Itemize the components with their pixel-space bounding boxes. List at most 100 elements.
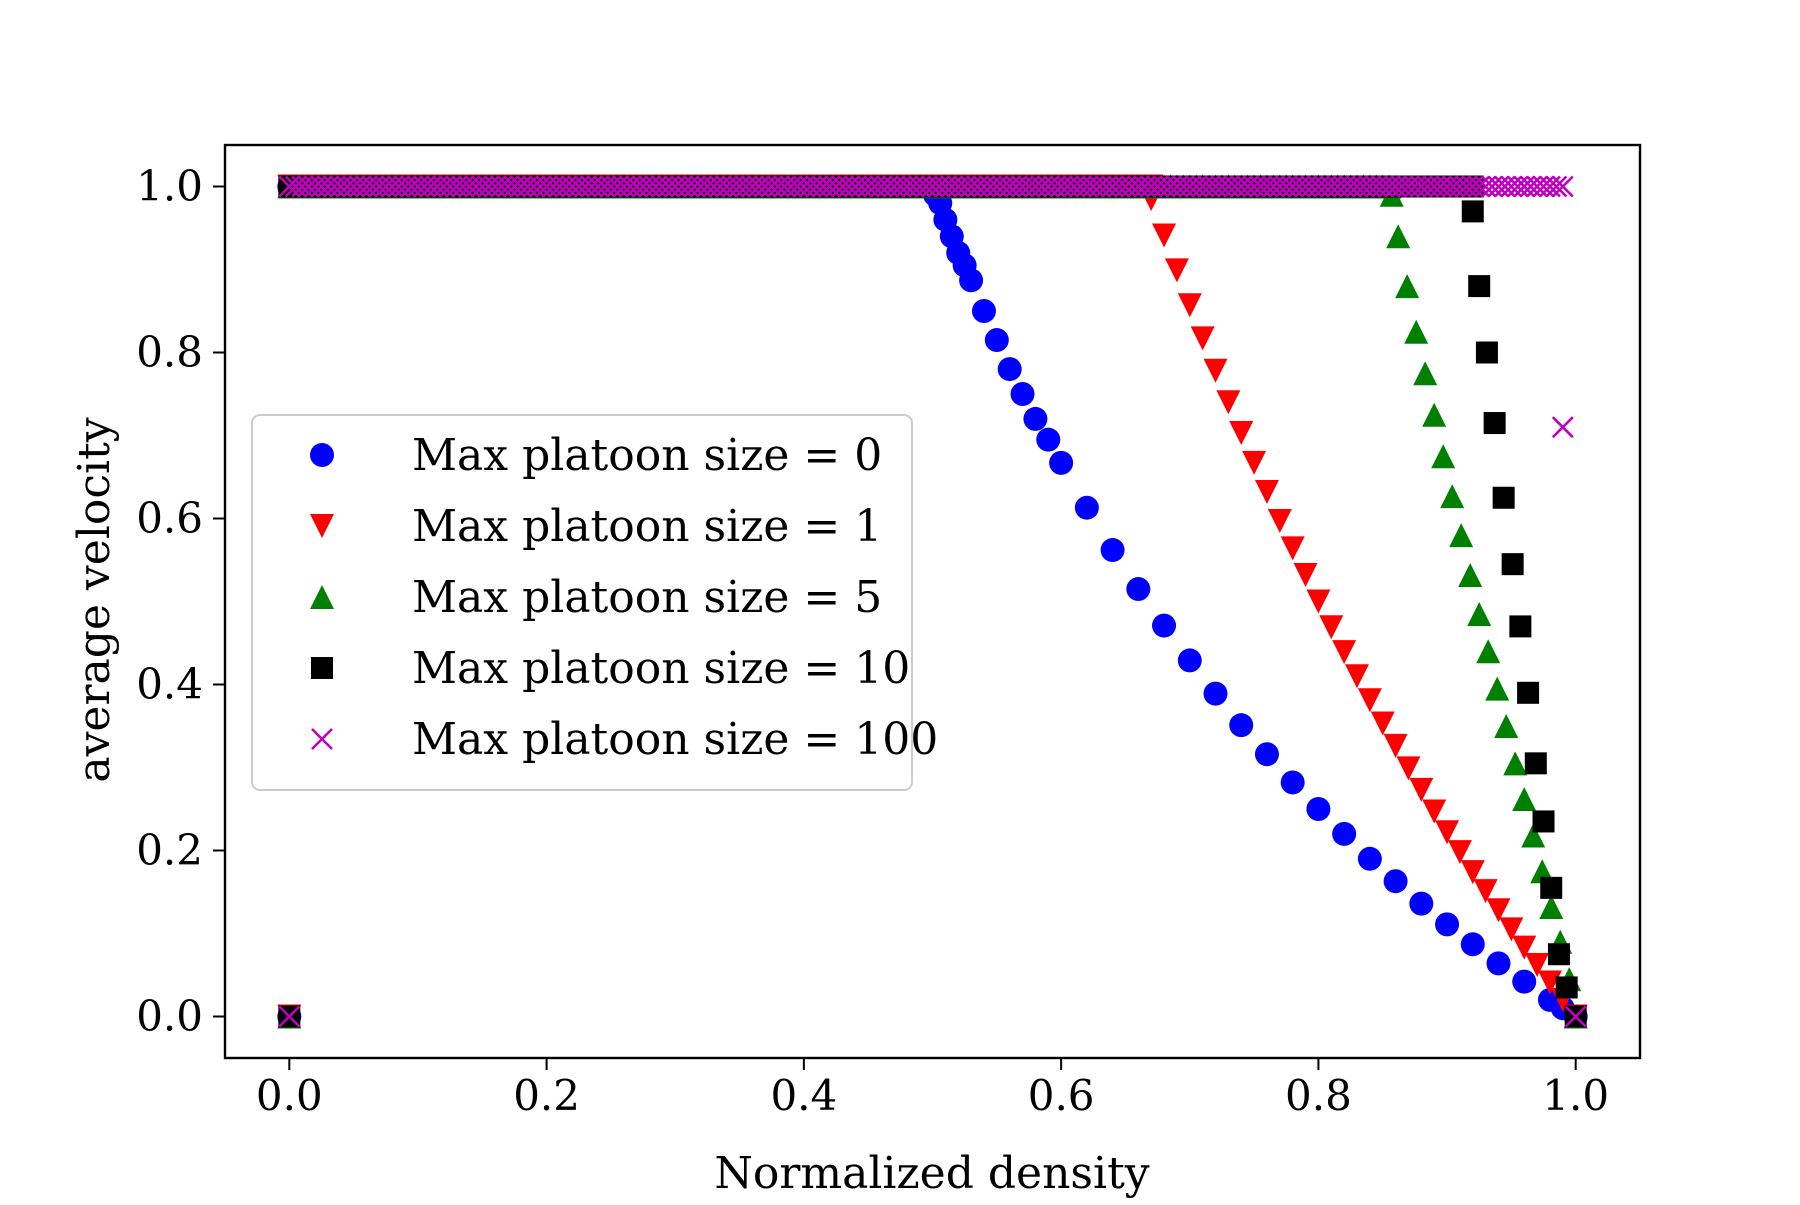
data-point	[1409, 891, 1434, 916]
data-point	[1512, 969, 1537, 994]
legend-entries: Max platoon size = 0 Max platoon size = 1…	[310, 430, 938, 765]
data-point	[984, 328, 1009, 353]
legend-marker	[311, 657, 333, 679]
data-point	[1524, 752, 1547, 775]
data-point	[1509, 615, 1532, 638]
data-point	[1370, 711, 1395, 736]
data-point	[1486, 898, 1511, 923]
plateau-point	[1545, 175, 1568, 198]
data-point	[1422, 799, 1447, 824]
data-point	[971, 299, 996, 323]
legend-label: Max platoon size = 100	[412, 714, 938, 765]
data-point	[1177, 648, 1202, 673]
data-point	[1383, 869, 1408, 894]
y-axis-title: average velocity	[69, 417, 120, 782]
data-point	[1319, 615, 1344, 640]
x-axis-title: Normalized density	[714, 1148, 1149, 1199]
y-tick-label: 0.2	[136, 826, 203, 875]
x-tick-label: 0.4	[770, 1071, 837, 1120]
series-4	[278, 175, 1587, 1028]
data-point	[1460, 860, 1485, 885]
data-point	[1449, 523, 1474, 548]
data-point	[1525, 953, 1550, 978]
y-tick-label: 0.6	[136, 494, 203, 543]
data-point	[1485, 676, 1510, 701]
legend-marker	[311, 728, 333, 750]
data-point	[1431, 444, 1456, 469]
legend-label: Max platoon size = 5	[412, 572, 882, 623]
data-point	[1486, 951, 1511, 976]
legend: Max platoon size = 0 Max platoon size = 1…	[251, 414, 938, 791]
legend-marker	[310, 514, 334, 538]
data-point	[1461, 200, 1484, 223]
x-tick-label: 0.6	[1028, 1071, 1095, 1120]
legend-entry: Max platoon size = 10	[311, 643, 910, 694]
plateau-point	[1551, 175, 1574, 198]
data-point	[1332, 821, 1357, 846]
data-marks	[277, 174, 1588, 1029]
data-point	[1126, 577, 1151, 602]
legend-entry: Max platoon size = 0	[310, 430, 882, 481]
data-point	[1203, 358, 1228, 383]
data-point	[1229, 713, 1254, 738]
data-point	[1395, 274, 1420, 299]
x-tick-label: 1.0	[1542, 1071, 1609, 1120]
data-point	[997, 357, 1022, 382]
data-point	[1494, 714, 1519, 738]
data-point	[1409, 777, 1434, 802]
x-axis-ticks: 0.0 0.2 0.4 0.6 0.8 1.0	[256, 1058, 1609, 1120]
data-point	[1540, 876, 1563, 899]
data-point	[1332, 640, 1357, 665]
data-point	[1190, 326, 1215, 351]
data-point	[1254, 479, 1279, 504]
y-tick-label: 0.8	[136, 328, 203, 377]
data-point	[1293, 562, 1318, 587]
legend-label: Max platoon size = 10	[412, 643, 910, 694]
data-point	[1512, 787, 1537, 812]
legend-marker	[310, 443, 334, 467]
data-point	[1036, 427, 1061, 452]
data-point	[1468, 275, 1491, 298]
data-point	[1503, 751, 1528, 776]
data-point	[1386, 224, 1411, 249]
x-tick-label: 0.8	[1285, 1071, 1352, 1120]
data-point	[1435, 820, 1460, 845]
data-point	[1280, 770, 1305, 795]
data-point	[1049, 450, 1074, 475]
data-point	[1152, 613, 1177, 638]
y-tick-label: 0.4	[136, 660, 203, 709]
data-point	[278, 1005, 301, 1028]
data-point	[1512, 935, 1537, 960]
data-point	[1152, 223, 1177, 248]
legend-entry: Max platoon size = 100	[311, 714, 938, 765]
data-point	[1216, 390, 1241, 415]
data-point	[1435, 912, 1460, 937]
data-point	[1267, 508, 1292, 533]
data-point	[1074, 495, 1099, 520]
data-point	[1551, 416, 1574, 439]
data-point	[1547, 943, 1570, 966]
data-point	[1483, 412, 1506, 435]
y-tick-label: 0.0	[136, 992, 203, 1041]
data-point	[1517, 681, 1540, 704]
data-point	[1383, 733, 1408, 758]
data-point	[1473, 879, 1498, 904]
data-point	[1447, 840, 1472, 865]
legend-marker	[310, 585, 334, 609]
y-axis-ticks: 0.0 0.2 0.4 0.6 0.8 1.0	[136, 162, 225, 1041]
data-point	[1460, 932, 1485, 957]
legend-label: Max platoon size = 0	[412, 430, 882, 481]
legend-label: Max platoon size = 1	[412, 501, 882, 552]
data-point	[1010, 382, 1035, 406]
data-point	[1475, 341, 1498, 364]
data-point	[1413, 361, 1438, 386]
data-point	[1177, 293, 1202, 318]
data-point	[1539, 894, 1564, 919]
data-point	[1254, 742, 1279, 767]
data-point	[1280, 536, 1305, 561]
data-point	[1229, 421, 1254, 446]
legend-entry: Max platoon size = 1	[310, 501, 882, 552]
data-point	[1492, 486, 1515, 509]
